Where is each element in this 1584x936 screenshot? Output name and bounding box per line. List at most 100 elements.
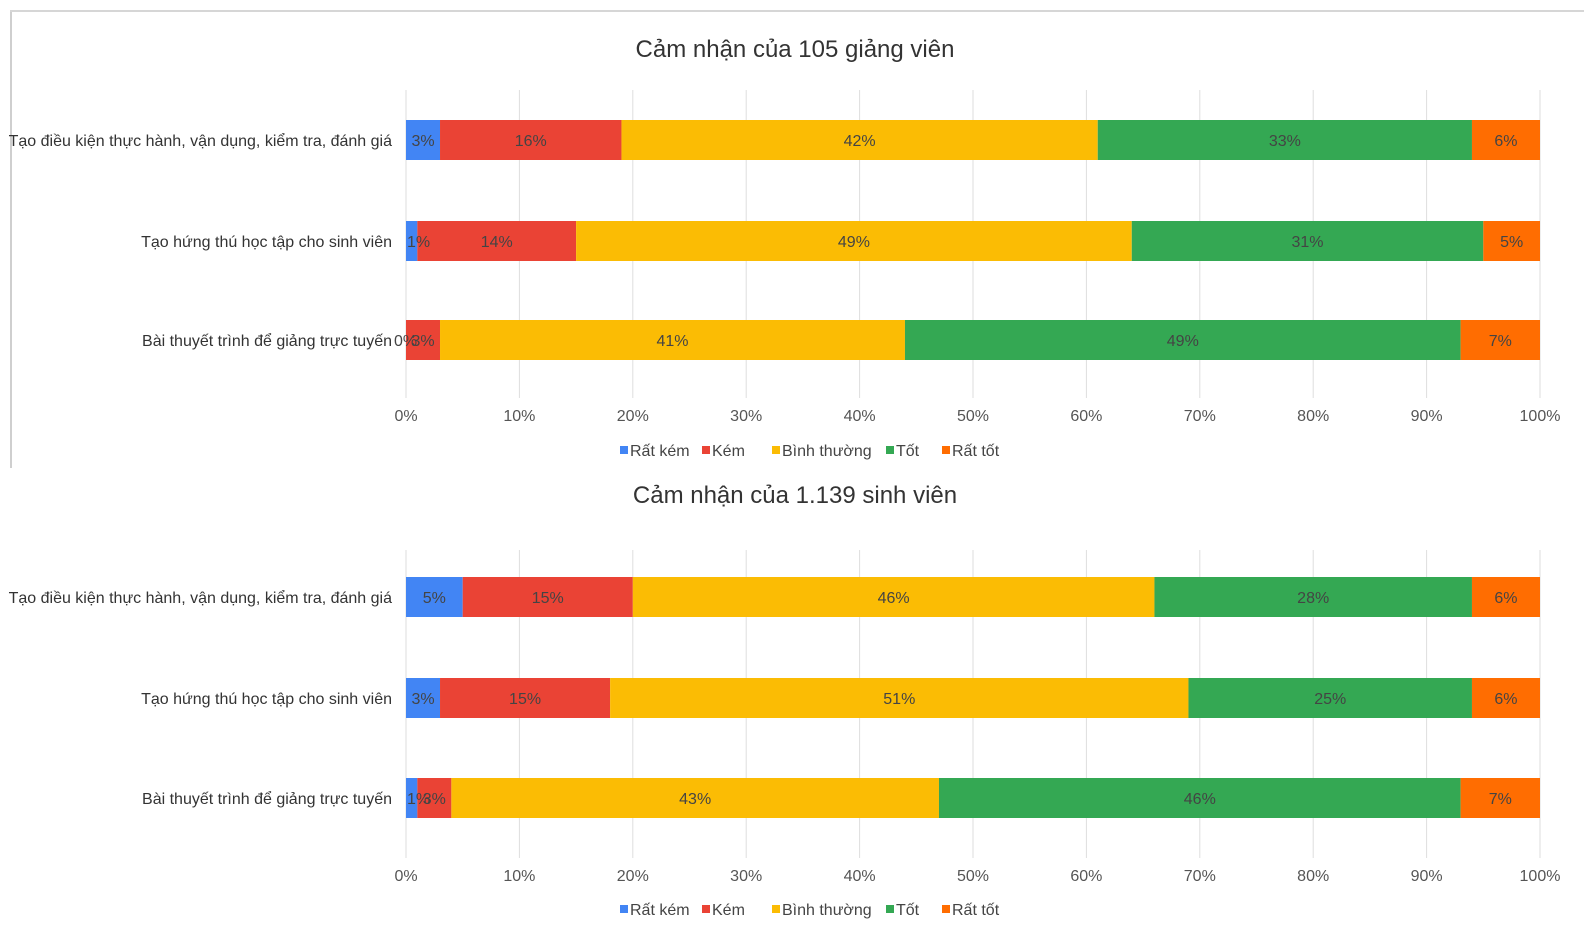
legend-swatch [772, 905, 780, 913]
x-tick-label: 40% [844, 868, 876, 885]
data-label: 1% [407, 791, 430, 808]
data-label: 33% [1269, 133, 1301, 150]
data-label: 6% [1494, 691, 1517, 708]
legend-swatch [886, 446, 894, 454]
data-label: 43% [679, 791, 711, 808]
bar-segment [440, 120, 622, 160]
legend-label: Tốt [896, 902, 920, 919]
legend-label: Tốt [896, 443, 920, 460]
legend-swatch [702, 446, 710, 454]
bar-segment [1460, 320, 1540, 360]
x-tick-label: 40% [844, 408, 876, 425]
data-label: 5% [1500, 234, 1523, 251]
data-label: 46% [878, 590, 910, 607]
bar-segment [1483, 221, 1540, 261]
x-tick-label: 20% [617, 408, 649, 425]
previous-slide-fragment [0, 0, 1584, 12]
data-label: 3% [411, 691, 434, 708]
category-label: Bài thuyết trình để giảng trực tuyến [142, 790, 392, 808]
bar-segment [440, 320, 905, 360]
data-label: 46% [1184, 791, 1216, 808]
bar-segment [406, 678, 441, 718]
data-label: 51% [883, 691, 915, 708]
legend-swatch [772, 446, 780, 454]
x-tick-label: 60% [1070, 868, 1102, 885]
panel-left-border [10, 12, 12, 468]
legend-label: Rất tốt [952, 443, 1000, 460]
bar-segment [1188, 678, 1472, 718]
x-tick-label: 60% [1070, 408, 1102, 425]
lecturer-perception-chart: Cảm nhận của 105 giảng viên 0% 10% 20% 30% 40… [9, 36, 1561, 460]
bar-segment [417, 778, 452, 818]
bar-segment [576, 221, 1132, 261]
data-label: 3% [411, 133, 434, 150]
data-label: 1% [407, 234, 430, 251]
data-label: 49% [1167, 333, 1199, 350]
legend-label: Bình thường [782, 443, 872, 460]
x-tick-label: 0% [394, 408, 417, 425]
data-label: 6% [1494, 133, 1517, 150]
bar-segment [440, 678, 611, 718]
data-label: 3% [423, 791, 446, 808]
bar-segment [406, 320, 441, 360]
bar-segment [1471, 577, 1540, 617]
data-label: 15% [532, 590, 564, 607]
legend-label: Rất kém [630, 443, 690, 460]
bar-segment [417, 221, 577, 261]
x-tick-label: 80% [1297, 408, 1329, 425]
bar-segment [406, 778, 418, 818]
data-label: 15% [509, 691, 541, 708]
legend-label: Kém [712, 443, 745, 460]
data-label: 6% [1494, 590, 1517, 607]
data-label: 25% [1314, 691, 1346, 708]
x-tick-label: 100% [1520, 408, 1561, 425]
x-tick-label: 10% [503, 408, 535, 425]
bar-segment [1471, 678, 1540, 718]
legend-label: Kém [712, 902, 745, 919]
student-perception-chart: Cảm nhận của 1.139 sinh viên 0% 10% 20% 30% 4… [9, 482, 1561, 919]
legend-label: Bình thường [782, 902, 872, 919]
bar-segment [406, 221, 418, 261]
bar-segment [610, 678, 1189, 718]
data-label: 0% [394, 333, 417, 350]
legend-swatch [620, 446, 628, 454]
bar-segment [462, 577, 633, 617]
data-label: 7% [1489, 333, 1512, 350]
category-label: Tạo hứng thú học tập cho sinh viên [141, 234, 392, 251]
data-label: 28% [1297, 590, 1329, 607]
bar-segment [621, 120, 1098, 160]
data-label: 5% [423, 590, 446, 607]
bar-segment [904, 320, 1461, 360]
x-tick-label: 70% [1184, 408, 1216, 425]
chart-title: Cảm nhận của 105 giảng viên [636, 36, 955, 63]
legend-swatch [702, 905, 710, 913]
data-label: 7% [1489, 791, 1512, 808]
data-label: 31% [1292, 234, 1324, 251]
data-label: 3% [411, 333, 434, 350]
data-label: 49% [838, 234, 870, 251]
legend-label: Rất tốt [952, 902, 1000, 919]
x-tick-label: 20% [617, 868, 649, 885]
x-tick-label: 100% [1520, 868, 1561, 885]
legend-swatch [942, 446, 950, 454]
legend-swatch [942, 905, 950, 913]
data-label: 16% [515, 133, 547, 150]
x-tick-label: 10% [503, 868, 535, 885]
x-tick-label: 30% [730, 408, 762, 425]
bar-segment [938, 778, 1461, 818]
chart-title: Cảm nhận của 1.139 sinh viên [633, 482, 957, 509]
category-label: Tạo hứng thú học tập cho sinh viên [141, 691, 392, 708]
bar-segment [406, 577, 463, 617]
bar-segment [1154, 577, 1472, 617]
bar-segment [632, 577, 1155, 617]
legend-swatch [620, 905, 628, 913]
data-label: 14% [481, 234, 513, 251]
bar-segment [406, 120, 441, 160]
data-label: 42% [844, 133, 876, 150]
legend-swatch [886, 905, 894, 913]
legend-label: Rất kém [630, 902, 690, 919]
data-label: 41% [656, 333, 688, 350]
x-tick-label: 80% [1297, 868, 1329, 885]
panel-top-border [10, 10, 1584, 12]
bar-segment [1131, 221, 1484, 261]
